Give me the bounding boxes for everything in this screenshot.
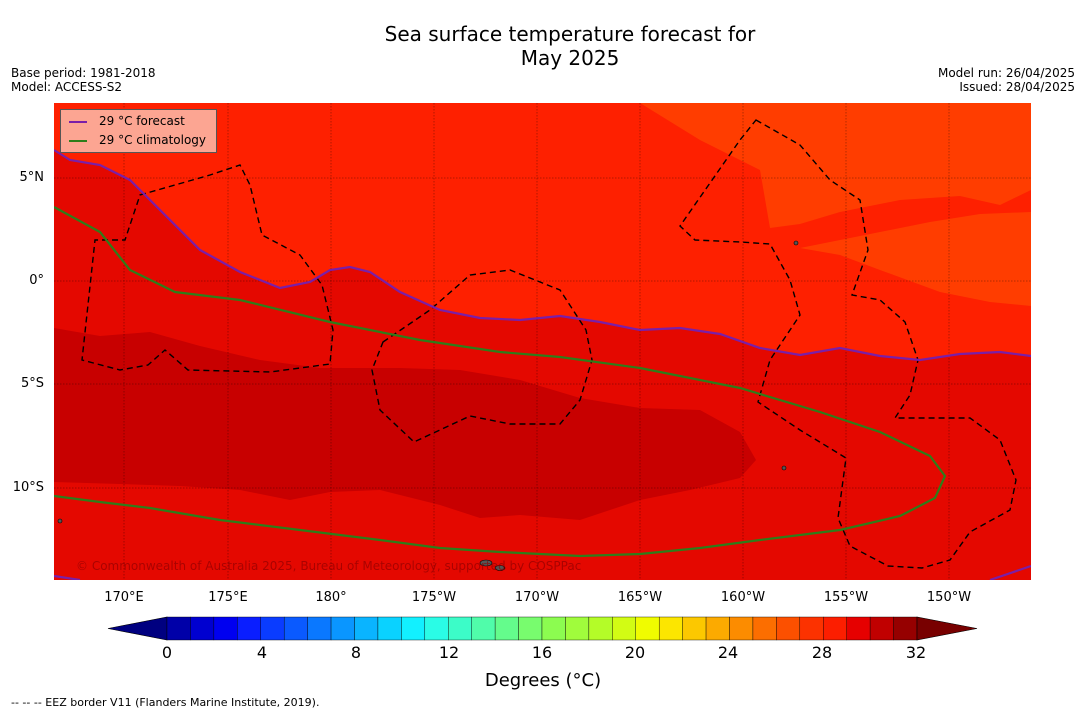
chart-title: Sea surface temperature forecast for May… [0,22,1085,70]
title-line-2: May 2025 [520,46,620,70]
colorbar-bin [846,616,871,641]
legend-forecast-label: 29 °C forecast [99,114,185,128]
colorbar-bin [424,616,449,641]
map-region-30c [54,328,756,520]
lon-label-180: 180° [315,590,347,605]
colorbar-title: Degrees (°C) [484,670,602,691]
colorbar-extend-low [107,616,168,641]
colorbar-bin [330,616,355,641]
copyright-notice: © Commonwealth of Australia 2025, Bureau… [76,559,582,573]
colorbar-bin [448,616,472,641]
colorbar-tick-8: 8 [350,643,362,662]
legend-climatology-swatch [69,139,87,142]
colorbar-bin [869,616,894,641]
lat-label-10s: 10°S [12,480,44,495]
colorbar-bin [776,616,801,641]
lon-label-170e: 170°E [104,590,144,605]
colorbar-bin [729,616,754,641]
colorbar-tick-12: 12 [438,643,460,662]
legend-climatology-label: 29 °C climatology [99,133,207,147]
colorbar-bin [823,616,847,641]
lon-label-150w: 150°W [926,590,972,605]
model-name: Model: ACCESS-S2 [11,80,123,94]
issued-date: Issued: 28/04/2025 [959,80,1075,94]
lat-label-5s: 5°S [20,376,44,391]
colorbar-bin [237,616,261,641]
colorbar-bin [307,616,332,641]
colorbar [107,616,978,641]
colorbar-bin [682,616,707,641]
colorbar-bin [494,616,519,641]
colorbar-bin [518,616,543,641]
lon-label-160w: 160°W [720,590,766,605]
colorbar-bin [588,616,613,641]
colorbar-bin [213,616,238,641]
legend-forecast-swatch [69,120,87,123]
graticule [54,103,1031,580]
eez-footnote: -- -- -- EEZ border V11 (Flanders Marine… [11,696,320,709]
lat-label-5n: 5°N [19,170,45,185]
islands [57,240,799,571]
colorbar-tick-28: 28 [811,643,833,662]
colorbar-bin [377,616,402,641]
colorbar-bin [471,616,496,641]
meta-left: Base period: 1981-2018 Model: ACCESS-S2 [11,66,156,94]
colorbar-bin [354,616,379,641]
lon-label-165w: 165°W [617,590,663,605]
contour-29c-forecast [54,149,1031,362]
meta-right: Model run: 26/04/2025 Issued: 28/04/2025 [938,66,1075,94]
title-line-1: Sea surface temperature forecast for [384,22,756,46]
colorbar-bin [565,616,590,641]
colorbar-tick-24: 24 [717,643,739,662]
legend-climatology: 29 °C climatology [69,132,206,148]
colorbar-extend-high [916,616,978,641]
colorbar-bin [799,616,824,641]
colorbar-bin [166,616,191,641]
contour-29c-forecast-south [54,564,1031,580]
colorbar-bin [401,616,426,641]
lon-label-175w: 175°W [411,590,457,605]
model-run: Model run: 26/04/2025 [937,66,1075,80]
colorbar-tick-16: 16 [531,643,553,662]
eez-borders [81,119,1017,569]
colorbar-bin [283,616,308,641]
colorbar-bin [893,616,918,641]
colorbar-bin [541,616,566,641]
lon-label-155w: 155°W [823,590,869,605]
colorbar-tick-0: 0 [161,643,173,662]
colorbar-bin [752,616,777,641]
map-region-cooler [640,103,1031,228]
legend-forecast: 29 °C forecast [69,113,185,129]
map-legend: 29 °C forecast 29 °C climatology [60,109,217,153]
colorbar-tick-32: 32 [905,643,927,662]
contour-29c-climatology [54,206,947,558]
base-period: Base period: 1981-2018 [11,66,156,80]
colorbar-tick-4: 4 [256,643,268,662]
colorbar-bin [260,616,285,641]
colorbar-bin [612,616,636,641]
colorbar-bin [705,616,730,641]
colorbar-bin [190,616,215,641]
colorbar-tick-20: 20 [624,643,646,662]
lon-label-175e: 175°E [208,590,248,605]
map-region-cooler-east [800,212,1031,306]
colorbar-bin [635,616,660,641]
lon-label-170w: 170°W [514,590,560,605]
lat-label-0: 0° [29,273,44,288]
colorbar-bin [658,616,683,641]
